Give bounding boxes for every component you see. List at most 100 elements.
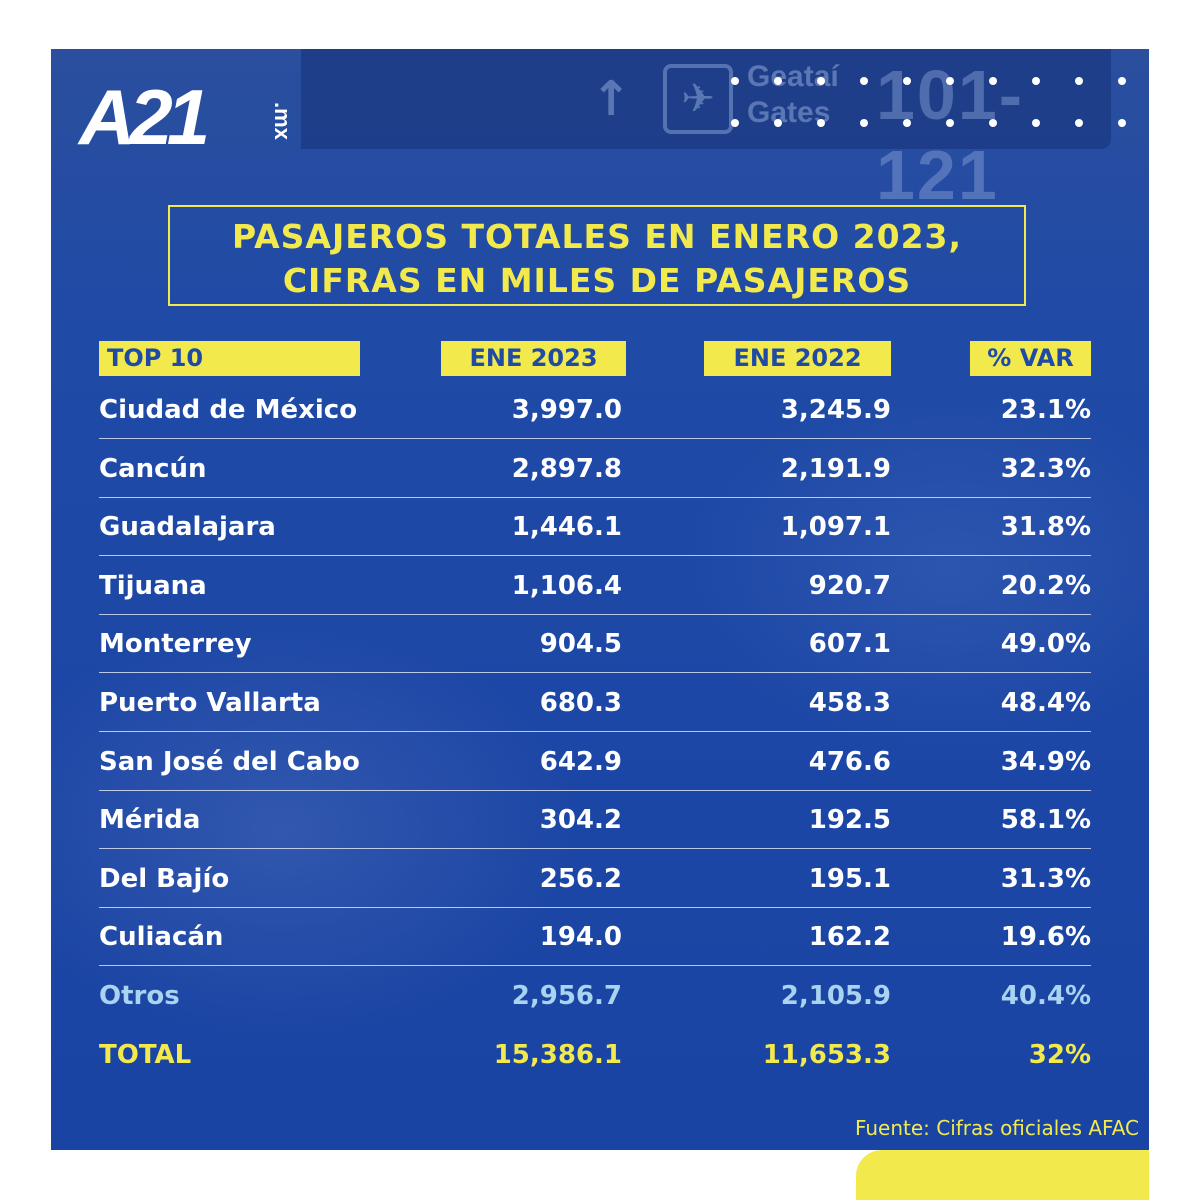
airport-name: Ciudad de México	[99, 395, 358, 425]
percent-var: 40.4%	[1000, 981, 1091, 1011]
value-ene-2023: 680.3	[539, 688, 622, 718]
value-ene-2023: 904.5	[539, 629, 622, 660]
table-row: Guadalajara 1,446.1 1,097.1 31.8%	[99, 498, 1091, 557]
dot	[989, 77, 997, 85]
percent-var: 20.2%	[1000, 570, 1091, 601]
gate-sign-text: Geataí Gates	[747, 59, 839, 131]
dot	[860, 77, 868, 85]
percent-var: 19.6%	[1000, 922, 1091, 953]
title-box: PASAJEROS TOTALES EN ENERO 2023, CIFRAS …	[168, 205, 1026, 306]
gate-sign-line1: Geataí	[747, 60, 839, 93]
row-divider	[99, 555, 1091, 557]
decorative-corner	[856, 1150, 1149, 1200]
dot	[774, 77, 782, 85]
value-ene-2022: 192.5	[808, 805, 891, 836]
row-divider	[99, 906, 1091, 908]
airport-name: Tijuana	[99, 570, 207, 601]
airport-name: Del Bajío	[99, 863, 230, 894]
dot	[946, 77, 954, 85]
value-ene-2023: 256.2	[539, 863, 622, 894]
percent-var: 31.8%	[1000, 512, 1091, 543]
dot	[1075, 119, 1083, 127]
value-ene-2022: 1,097.1	[780, 512, 891, 543]
percent-var: 23.1%	[1000, 395, 1091, 425]
dot	[946, 119, 954, 127]
airplane-icon: ✈	[663, 64, 733, 134]
row-divider	[99, 613, 1091, 615]
value-ene-2023: 2,956.7	[511, 981, 622, 1011]
airport-name: Culiacán	[99, 922, 224, 953]
dot	[1118, 77, 1126, 85]
value-ene-2022: 2,105.9	[780, 981, 891, 1011]
up-arrow-icon: ↑	[591, 71, 632, 127]
airport-name: Otros	[99, 981, 180, 1011]
table-row: Monterrey 904.5 607.1 49.0%	[99, 615, 1091, 674]
value-ene-2023: 642.9	[539, 746, 622, 777]
value-ene-2022: 476.6	[808, 746, 891, 777]
percent-var: 48.4%	[1000, 688, 1091, 718]
value-ene-2023: 194.0	[539, 922, 622, 953]
table-row: Ciudad de México 3,997.0 3,245.9 23.1%	[99, 381, 1091, 439]
airport-name: San José del Cabo	[99, 746, 360, 777]
dot	[903, 119, 911, 127]
table-row: Del Bajío 256.2 195.1 31.3%	[99, 850, 1091, 908]
value-ene-2022: 3,245.9	[780, 395, 891, 425]
table-row: Culiacán 194.0 162.2 19.6%	[99, 908, 1091, 967]
dot	[1118, 119, 1126, 127]
column-header-var: % VAR	[970, 341, 1091, 376]
logo-domain: .mx	[270, 102, 295, 140]
value-ene-2022: 920.7	[808, 570, 891, 601]
value-ene-2023: 3,997.0	[511, 395, 622, 425]
table-row: Mérida 304.2 192.5 58.1%	[99, 791, 1091, 850]
value-ene-2023: 1,446.1	[511, 512, 622, 543]
airport-name: Cancún	[99, 453, 207, 484]
row-divider	[99, 848, 1091, 850]
dot	[817, 77, 825, 85]
value-ene-2022: 162.2	[808, 922, 891, 953]
airport-name: Mérida	[99, 805, 201, 836]
airport-name: TOTAL	[99, 1039, 192, 1070]
row-divider	[99, 672, 1091, 674]
value-ene-2023: 15,386.1	[493, 1039, 622, 1070]
airport-gate-sign: ↑ ✈ Geataí Gates 101-121	[301, 49, 1111, 214]
table-row: San José del Cabo 642.9 476.6 34.9%	[99, 733, 1091, 791]
decorative-dots	[731, 77, 1131, 127]
value-ene-2023: 1,106.4	[511, 570, 622, 601]
percent-var: 32%	[1028, 1039, 1091, 1070]
table-row: Puerto Vallarta 680.3 458.3 48.4%	[99, 674, 1091, 732]
dot	[1032, 77, 1040, 85]
value-ene-2022: 195.1	[808, 863, 891, 894]
row-divider	[99, 438, 1091, 439]
row-divider	[99, 731, 1091, 732]
value-ene-2023: 2,897.8	[511, 453, 622, 484]
dot	[989, 119, 997, 127]
percent-var: 49.0%	[1000, 629, 1091, 660]
infographic-panel: ↑ ✈ Geataí Gates 101-121 Fuente: Cifras …	[51, 49, 1149, 1150]
percent-var: 31.3%	[1000, 863, 1091, 894]
table-row: Otros 2,956.7 2,105.9 40.4%	[99, 967, 1091, 1025]
column-header-ene-2023: ENE 2023	[441, 341, 626, 376]
percent-var: 58.1%	[1000, 805, 1091, 836]
column-header-ene-2022: ENE 2022	[704, 341, 891, 376]
dot	[817, 119, 825, 127]
percent-var: 32.3%	[1000, 453, 1091, 484]
value-ene-2023: 304.2	[539, 805, 622, 836]
table-row: Tijuana 1,106.4 920.7 20.2%	[99, 557, 1091, 615]
airport-name: Puerto Vallarta	[99, 688, 321, 718]
value-ene-2022: 458.3	[808, 688, 891, 718]
title-line-2: CIFRAS EN MILES DE PASAJEROS	[282, 261, 912, 300]
dot	[903, 77, 911, 85]
a21-logo: A21 .mx	[79, 73, 309, 161]
logo-text: A21	[79, 73, 210, 161]
airport-name: Monterrey	[99, 629, 252, 660]
dot	[731, 77, 739, 85]
value-ene-2022: 11,653.3	[762, 1039, 891, 1070]
table-row: Cancún 2,897.8 2,191.9 32.3%	[99, 440, 1091, 498]
row-divider	[99, 965, 1091, 967]
title-line-1: PASAJEROS TOTALES EN ENERO 2023,	[231, 217, 963, 256]
row-divider	[99, 496, 1091, 498]
gate-sign-line2: Gates	[747, 96, 831, 129]
airport-name: Guadalajara	[99, 512, 276, 543]
row-divider	[99, 789, 1091, 791]
source-note: Fuente: Cifras oficiales AFAC	[854, 1116, 1139, 1140]
